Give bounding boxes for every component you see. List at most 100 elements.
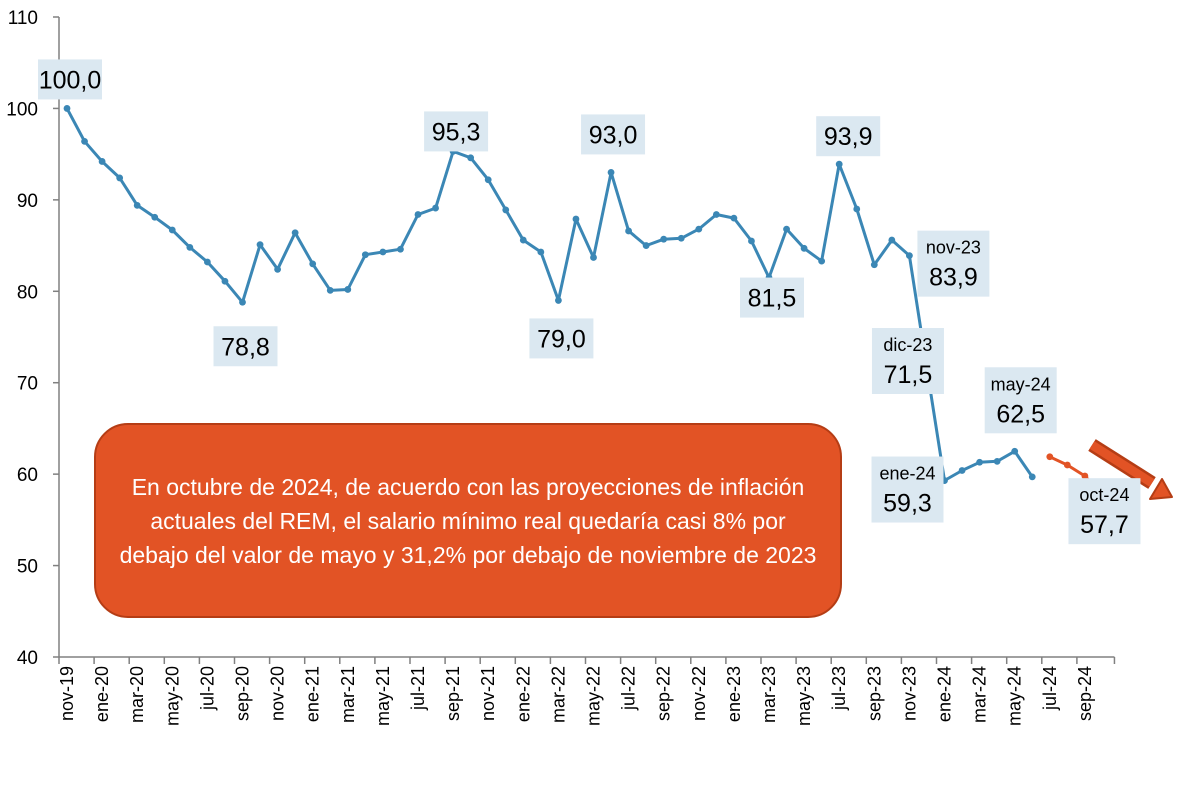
series-1 <box>63 105 1036 484</box>
callout-box: En octubre de 2024, de acuerdo con las p… <box>94 423 842 618</box>
x-tick-label: ene-22 <box>513 666 533 722</box>
data-point <box>116 174 124 182</box>
y-axis-ticks: 40 50 60 70 80 90 100 110 <box>6 8 59 669</box>
x-tick-label: may-23 <box>794 666 814 726</box>
data-point <box>818 257 826 265</box>
data-point <box>502 206 510 214</box>
data-point <box>414 211 422 218</box>
x-tick-label: may-21 <box>373 666 393 726</box>
x-tick-label: jul-23 <box>829 666 849 711</box>
x-tick-label: sep-24 <box>1075 666 1095 721</box>
data-label-box <box>529 318 594 359</box>
data-label: 78,8 <box>213 326 278 367</box>
data-point <box>976 458 983 466</box>
data-point <box>1028 473 1036 481</box>
data-label-value: 79,0 <box>537 325 586 353</box>
data-point <box>870 261 878 269</box>
x-tick-label: nov-23 <box>899 666 919 721</box>
data-point <box>168 226 176 234</box>
data-label: 93,0 <box>581 114 646 155</box>
data-point <box>730 214 738 222</box>
x-tick-label: sep-23 <box>864 666 884 721</box>
data-label-value: 78,8 <box>221 333 270 361</box>
data-label-box <box>213 326 278 367</box>
x-tick-label: ene-20 <box>92 666 112 722</box>
data-point <box>888 236 896 244</box>
x-tick-label: may-24 <box>1005 666 1025 726</box>
data-point <box>204 258 211 266</box>
data-label-value: 100,0 <box>39 66 102 94</box>
data-label: ene-24 59,3 <box>871 456 944 523</box>
series-layer <box>63 105 1106 499</box>
x-tick-label: mar-23 <box>759 666 779 723</box>
x-tick-label: ene-23 <box>724 666 744 722</box>
data-label: 81,5 <box>740 277 804 318</box>
data-label-value: 59,3 <box>883 490 932 518</box>
data-point <box>783 225 790 233</box>
y-tick-label: 60 <box>17 465 38 486</box>
x-tick-label: nov-20 <box>268 666 288 721</box>
data-point <box>151 213 159 221</box>
data-label: 100,0 <box>38 59 102 100</box>
y-tick-label: 50 <box>17 557 38 578</box>
data-point <box>326 286 334 294</box>
data-label-value: 95,3 <box>432 118 481 146</box>
data-point <box>993 457 1001 465</box>
data-point <box>309 260 317 268</box>
data-point <box>835 160 843 168</box>
data-label-value: 93,0 <box>589 121 638 149</box>
data-point <box>695 225 703 233</box>
x-tick-label: ene-24 <box>935 666 955 722</box>
data-label-box <box>38 59 102 100</box>
x-tick-label: may-22 <box>584 666 604 726</box>
data-point <box>572 215 580 223</box>
data-label-date: oct-24 <box>1079 485 1129 505</box>
y-tick-label: 40 <box>17 648 38 669</box>
data-point <box>1081 472 1089 480</box>
data-label: 93,9 <box>816 116 881 157</box>
x-tick-label: mar-24 <box>970 666 990 723</box>
data-point <box>555 297 562 304</box>
data-point <box>361 251 369 259</box>
data-label-box <box>1068 478 1141 545</box>
x-tick-label: ene-21 <box>303 666 323 722</box>
data-point <box>537 248 545 256</box>
data-point <box>186 244 194 251</box>
data-label-date: nov-23 <box>926 238 981 258</box>
data-labels: 100,0 78,8 95,3 79,0 93,0 81,5 93,9 nov-23 83,9 d… <box>38 59 1141 545</box>
data-point <box>712 211 720 218</box>
data-label-value: 83,9 <box>929 264 978 292</box>
data-label: may-24 62,5 <box>984 367 1057 434</box>
data-point <box>853 205 861 213</box>
data-point <box>63 105 71 112</box>
x-tick-label: jul-20 <box>197 666 217 711</box>
x-tick-label: sep-21 <box>443 666 463 721</box>
data-point <box>256 241 264 249</box>
y-tick-label: 80 <box>17 282 38 303</box>
x-tick-label: jul-24 <box>1040 666 1060 711</box>
data-label-value: 57,7 <box>1080 511 1129 539</box>
data-label-box <box>871 456 944 523</box>
data-point <box>1063 461 1071 469</box>
data-label-box <box>816 116 881 157</box>
x-tick-label: nov-21 <box>478 666 498 721</box>
data-point <box>344 286 352 293</box>
data-label-box <box>984 367 1057 434</box>
data-point <box>81 137 88 145</box>
data-label: 79,0 <box>529 318 594 359</box>
data-label-date: ene-24 <box>879 464 935 484</box>
data-point <box>432 204 439 212</box>
data-point <box>274 265 281 273</box>
x-tick-label: sep-20 <box>233 666 253 721</box>
data-label-value: 93,9 <box>824 123 873 151</box>
data-label-box <box>871 328 944 394</box>
x-tick-label: may-20 <box>162 666 182 726</box>
x-axis-ticks: nov-19 ene-20 mar-20 may-20 jul-20 sep-20 nov-… <box>57 657 1116 726</box>
trend-arrow <box>1088 439 1173 500</box>
data-point <box>239 298 246 306</box>
data-label: oct-24 57,7 <box>1068 478 1141 545</box>
x-tick-label: jul-22 <box>619 666 639 711</box>
x-tick-label: jul-21 <box>408 666 428 711</box>
data-point <box>519 236 527 244</box>
data-label-value: 62,5 <box>996 400 1045 428</box>
